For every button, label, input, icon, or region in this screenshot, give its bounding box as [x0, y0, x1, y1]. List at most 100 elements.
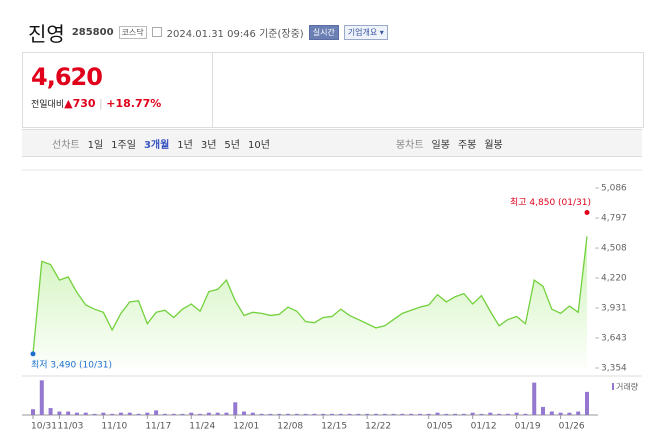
y-tick-label: 3,931 [601, 304, 627, 314]
period-tab[interactable]: 3년 [200, 139, 217, 151]
volume-bar [347, 413, 352, 415]
volume-bar [321, 413, 326, 415]
volume-bar [206, 412, 211, 415]
x-tick-label: 01/12 [471, 422, 497, 432]
volume-bar [66, 411, 71, 415]
period-tab[interactable]: 3개월 [143, 139, 170, 151]
x-tick-label: 01/26 [559, 422, 585, 432]
change-amount: ▲730 [64, 97, 96, 110]
volume-bar [198, 413, 203, 415]
period-tabs: 선차트 1일 1주일 3개월 1년 3년 5년 10년 봉차트 일봉 주봉 월봉 [22, 129, 642, 157]
change-label: 전일대비 [31, 100, 65, 110]
period-tab[interactable]: 1년 [177, 139, 193, 151]
y-tick-label: 4,797 [601, 214, 627, 224]
period-tab[interactable]: 1일 [87, 139, 104, 151]
volume-bar [576, 411, 581, 415]
x-tick-label: 11/17 [145, 422, 171, 432]
x-tick-label: 11/03 [57, 422, 83, 432]
chart: 5,086 4,797 4,508 4,220 3,931 3,643 3,354 최고 4,… [22, 169, 642, 432]
volume-bar [453, 413, 458, 415]
volume-bar [585, 391, 589, 415]
volume-bar [356, 413, 361, 415]
volume-bar [39, 380, 44, 415]
candle-tab[interactable]: 주봉 [457, 139, 477, 151]
volume-bar [92, 413, 97, 415]
y-tick-label: 5,086 [601, 184, 627, 194]
volume-bar [497, 413, 502, 415]
y-tick-label: 3,354 [601, 364, 627, 374]
volume-bar [118, 412, 123, 415]
volume-bar [505, 413, 510, 415]
volume-bar [48, 408, 53, 415]
tab-group-label: 선차트 [52, 139, 80, 151]
timestamp: 2024.01.31 09:46 기준(장중) [166, 28, 304, 40]
volume-bar [303, 413, 308, 415]
candle-tab[interactable]: 월봉 [484, 139, 503, 151]
volume-bar [180, 413, 185, 415]
x-tick-label: 11/24 [189, 422, 215, 432]
volume-bar [101, 412, 106, 415]
volume-bar [479, 413, 484, 415]
volume-bar [224, 412, 229, 415]
high-label: 최고 4,850 (01/31) [510, 197, 591, 208]
volume-bar [31, 409, 35, 415]
overview-button[interactable]: 기업개요 ▾ [343, 24, 388, 40]
period-tab[interactable]: 5년 [224, 139, 240, 151]
volume-bar [435, 412, 440, 415]
header: 진영 285800 코스닥 2024.01.31 09:46 기준(장중) 실시… [28, 20, 388, 46]
stock-code: 285800 [71, 26, 114, 38]
volume-bar [558, 412, 563, 415]
info-box [212, 52, 644, 128]
low-marker [30, 351, 36, 357]
period-tab[interactable]: 1주일 [111, 139, 136, 151]
volume-bar [523, 413, 528, 415]
volume-bar [171, 413, 176, 415]
price-line [32, 236, 588, 354]
x-tick-label: 12/01 [233, 422, 259, 432]
period-tab[interactable]: 10년 [247, 139, 270, 151]
volume-bar [162, 413, 167, 415]
volume-bar [382, 413, 387, 415]
volume-bar [136, 413, 141, 415]
x-tick-label: 12/22 [365, 422, 391, 432]
volume-bar [294, 413, 299, 415]
volume-bar [417, 413, 422, 415]
volume-bar [409, 413, 414, 415]
high-marker [584, 210, 590, 216]
legend-swatch [612, 383, 614, 390]
x-tick-label: 12/08 [277, 422, 303, 432]
volume-bar [461, 413, 466, 415]
candle-tab[interactable]: 일봉 [431, 139, 450, 151]
volume-bar [567, 412, 572, 415]
volume-bar [312, 413, 317, 415]
overview-label[interactable]: 기업개요 [347, 27, 378, 37]
volume-bar [338, 413, 343, 415]
volume-bar [286, 413, 291, 415]
volume-bar [373, 413, 378, 415]
price-box: 4,620 전일대비▲730 | +18.77% [22, 52, 213, 128]
volume-bar [549, 411, 554, 415]
volume-bar [127, 412, 132, 415]
low-label: 최저 3,490 (10/31) [31, 359, 112, 370]
volume-bar [250, 412, 255, 415]
volume-bar [215, 412, 220, 415]
volume-bar [470, 412, 475, 415]
volume-bar [268, 413, 273, 415]
volume-bar [277, 413, 282, 415]
volume-bar [329, 413, 334, 415]
volume-bar [242, 411, 247, 415]
volume-bar [259, 413, 264, 415]
market-badge: 코스닥 [118, 25, 147, 39]
volume-bar [400, 413, 405, 415]
realtime-button[interactable]: 실시간 [308, 24, 339, 40]
x-tick-label: 10/31 [31, 422, 57, 432]
volume-bar [154, 410, 159, 415]
volume-bar [233, 402, 238, 415]
volume-bar [532, 382, 537, 415]
volume-bar [83, 412, 88, 415]
volume-bar [189, 412, 194, 415]
tab-group-label: 봉차트 [395, 139, 424, 151]
volume-bar [365, 413, 370, 415]
volume-bar [488, 412, 493, 415]
